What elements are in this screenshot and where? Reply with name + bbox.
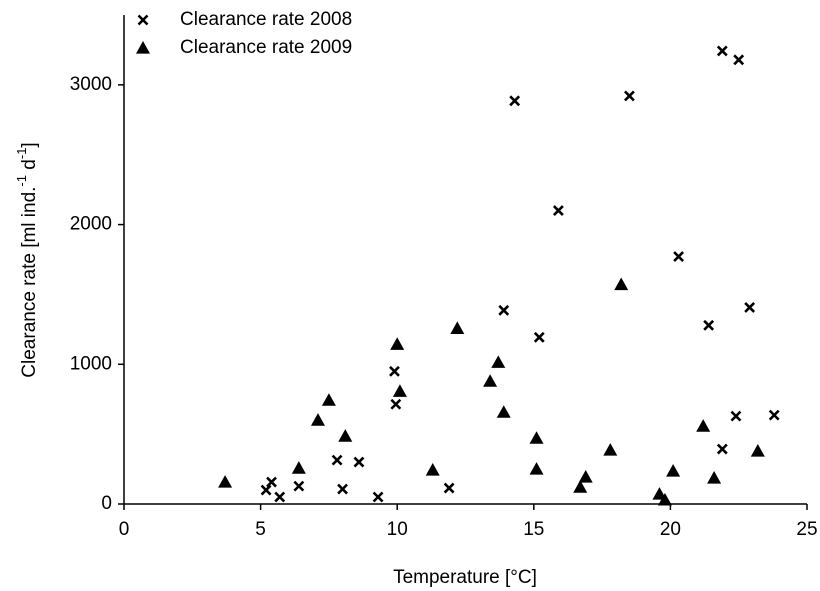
triangle-marker [321,393,336,406]
x-marker [703,319,715,331]
triangle-marker [390,337,405,350]
x-marker [274,491,286,503]
x-tick-label: 20 [660,519,681,540]
y-axis-title: Clearance rate [ml ind.-1 d-1] [14,142,40,377]
x-tick-label: 10 [387,519,408,540]
triangle-marker [666,464,681,477]
triangle-marker [483,374,498,387]
x-marker [389,365,400,377]
triangle-marker [696,419,711,432]
x-marker [552,205,564,217]
x-marker [673,251,685,262]
triangle-marker [392,384,407,397]
x-marker [390,398,402,410]
triangle-marker [614,277,629,291]
y-axis-title-part: d [19,159,40,175]
x-marker [533,331,545,343]
y-tick-label: 0 [101,493,112,514]
x-marker [353,456,365,468]
x-marker [498,304,510,316]
triangle-marker [578,470,593,483]
x-tick-label: 25 [796,519,817,540]
triangle-marker [603,443,618,456]
x-marker [716,443,728,455]
y-tick-label: 3000 [70,74,112,95]
triangle-marker [218,475,233,488]
triangle-marker [338,429,353,442]
y-axis-title-sup: -1 [14,148,29,160]
x-marker [768,409,780,421]
legend-label: Clearance rate 2009 [180,37,352,58]
x-marker [372,491,384,503]
x-marker [331,454,343,466]
x-marker [293,480,305,492]
x-tick-label: 0 [119,519,130,540]
triangle-marker [491,355,506,368]
x-marker [733,54,745,66]
x-marker [260,484,272,496]
x-marker [137,14,149,26]
triangle-marker [657,492,672,506]
y-axis-title-part: Clearance rate [ml ind. [19,187,40,378]
triangle-marker [450,321,465,334]
x-marker [509,95,521,107]
triangle-marker [750,444,765,457]
legend-label: Clearance rate 2008 [180,9,352,30]
x-tick-label: 15 [523,519,544,540]
y-tick-label: 2000 [70,214,112,235]
triangle-marker [425,463,440,476]
x-marker [266,476,277,488]
y-axis-title-part: ] [19,142,40,147]
x-tick-label: 5 [255,519,266,540]
triangle-marker [310,413,325,426]
triangle-marker [496,405,511,418]
triangle-marker [529,462,544,475]
x-marker [624,90,635,102]
x-marker [443,482,455,494]
x-marker [337,483,348,495]
x-marker [730,410,742,422]
y-axis-title-sup: -1 [14,175,29,187]
triangle-marker [291,461,306,474]
triangle-marker [529,431,544,444]
x-axis-title: Temperature [°C] [393,567,537,588]
x-marker [744,302,756,313]
triangle-marker [573,480,588,493]
y-tick-label: 1000 [70,353,112,374]
triangle-marker [707,471,722,484]
triangle-marker [136,41,150,54]
x-marker [716,45,728,57]
